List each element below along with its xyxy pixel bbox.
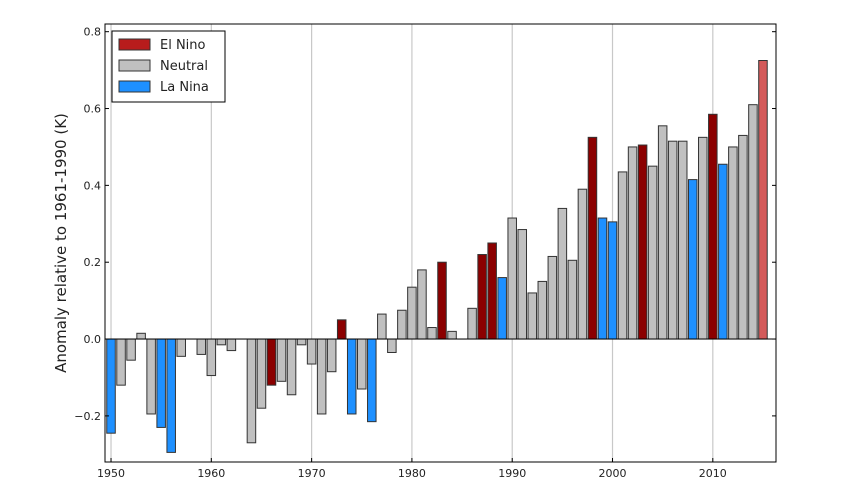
bar-1975 — [357, 338, 367, 390]
bar-1957 — [176, 338, 186, 357]
bar-1959 — [196, 338, 207, 355]
bar-2003 — [637, 144, 648, 340]
bar-1988 — [487, 242, 497, 340]
bar-1951 — [116, 338, 126, 386]
bar-1987 — [477, 254, 487, 340]
bar-2013 — [738, 134, 748, 340]
bar-1976 — [367, 338, 377, 423]
bar-2015 — [758, 60, 768, 340]
y-tick-label: 0.8 — [84, 26, 102, 39]
x-tick-label: 1990 — [498, 467, 526, 480]
legend-swatch-la-nina — [118, 80, 151, 93]
bar-1993 — [537, 280, 548, 340]
bar-2010 — [708, 113, 718, 340]
x-tick-label: 1950 — [97, 467, 125, 480]
bar-2005 — [657, 125, 668, 340]
bar-2007 — [677, 140, 688, 340]
bars — [106, 60, 768, 453]
bar-1961 — [216, 338, 227, 346]
bar-1954 — [146, 338, 156, 415]
x-tick-label: 1980 — [398, 467, 426, 480]
y-tick-label: 0.6 — [84, 103, 102, 116]
bar-1994 — [547, 255, 558, 340]
bar-1984 — [447, 330, 457, 340]
y-axis-label: Anomaly relative to 1961-1990 (K) — [52, 113, 70, 373]
legend: El Nino Neutral La Nina — [111, 30, 226, 103]
bar-1979 — [397, 309, 407, 340]
bar-1992 — [527, 292, 538, 340]
bar-1997 — [577, 188, 588, 340]
bar-1956 — [166, 338, 176, 453]
y-tick-label: −0.2 — [74, 410, 101, 423]
y-tick-label: 0.0 — [84, 333, 102, 346]
bar-1955 — [156, 338, 166, 428]
y-tick-label: 0.4 — [84, 179, 102, 192]
bar-1968 — [286, 338, 297, 396]
bar-1982 — [427, 327, 437, 340]
bar-1964 — [246, 338, 257, 444]
bar-2000 — [607, 221, 618, 340]
bar-1991 — [517, 229, 528, 340]
bar-1990 — [507, 217, 517, 340]
legend-swatch-neutral — [118, 59, 151, 72]
bar-1950 — [106, 338, 116, 434]
bar-1986 — [467, 307, 477, 340]
y-tick-label: 0.2 — [84, 256, 102, 269]
bar-1962 — [226, 338, 237, 352]
bar-2002 — [627, 146, 638, 340]
bar-1952 — [126, 338, 136, 361]
bar-1998 — [587, 136, 598, 340]
bar-1996 — [567, 259, 578, 340]
bar-1965 — [256, 338, 267, 409]
legend-label: El Nino — [160, 38, 206, 53]
bar-1966 — [266, 338, 277, 386]
legend-swatch-el-nino — [118, 38, 151, 51]
bar-1967 — [276, 338, 287, 382]
bar-1995 — [557, 207, 568, 340]
x-axis-ticks: 1950 1960 1970 1980 1990 2000 2010 — [97, 458, 727, 480]
plot-frame — [104, 23, 777, 463]
bar-2012 — [728, 146, 738, 340]
legend-label: La Nina — [160, 80, 209, 95]
x-tick-label: 2010 — [699, 467, 727, 480]
bar-2006 — [667, 140, 678, 340]
bar-1970 — [306, 338, 317, 365]
bar-1989 — [497, 277, 507, 340]
bar-2001 — [617, 171, 628, 340]
bar-1953 — [136, 332, 146, 340]
bar-1978 — [387, 338, 397, 354]
bar-1977 — [377, 313, 387, 340]
bar-1999 — [597, 217, 608, 340]
x-tick-label: 1960 — [197, 467, 225, 480]
bar-1974 — [346, 338, 357, 415]
bar-2011 — [718, 163, 728, 340]
bar-1983 — [437, 261, 447, 340]
bar-1981 — [417, 269, 427, 340]
x-tick-label: 1970 — [298, 467, 326, 480]
bar-2004 — [647, 165, 658, 340]
bar-1960 — [206, 338, 217, 377]
bar-2009 — [698, 136, 708, 340]
bar-2014 — [748, 104, 758, 340]
bar-1973 — [336, 319, 347, 340]
bar-1980 — [407, 286, 417, 340]
legend-label: Neutral — [160, 59, 208, 74]
bar-1972 — [326, 338, 337, 373]
bar-1971 — [316, 338, 327, 415]
x-tick-label: 2000 — [599, 467, 627, 480]
bar-2008 — [687, 179, 698, 340]
y-axis-ticks: −0.2 0.0 0.2 0.4 0.6 0.8 — [74, 26, 776, 423]
bar-1969 — [296, 338, 307, 346]
